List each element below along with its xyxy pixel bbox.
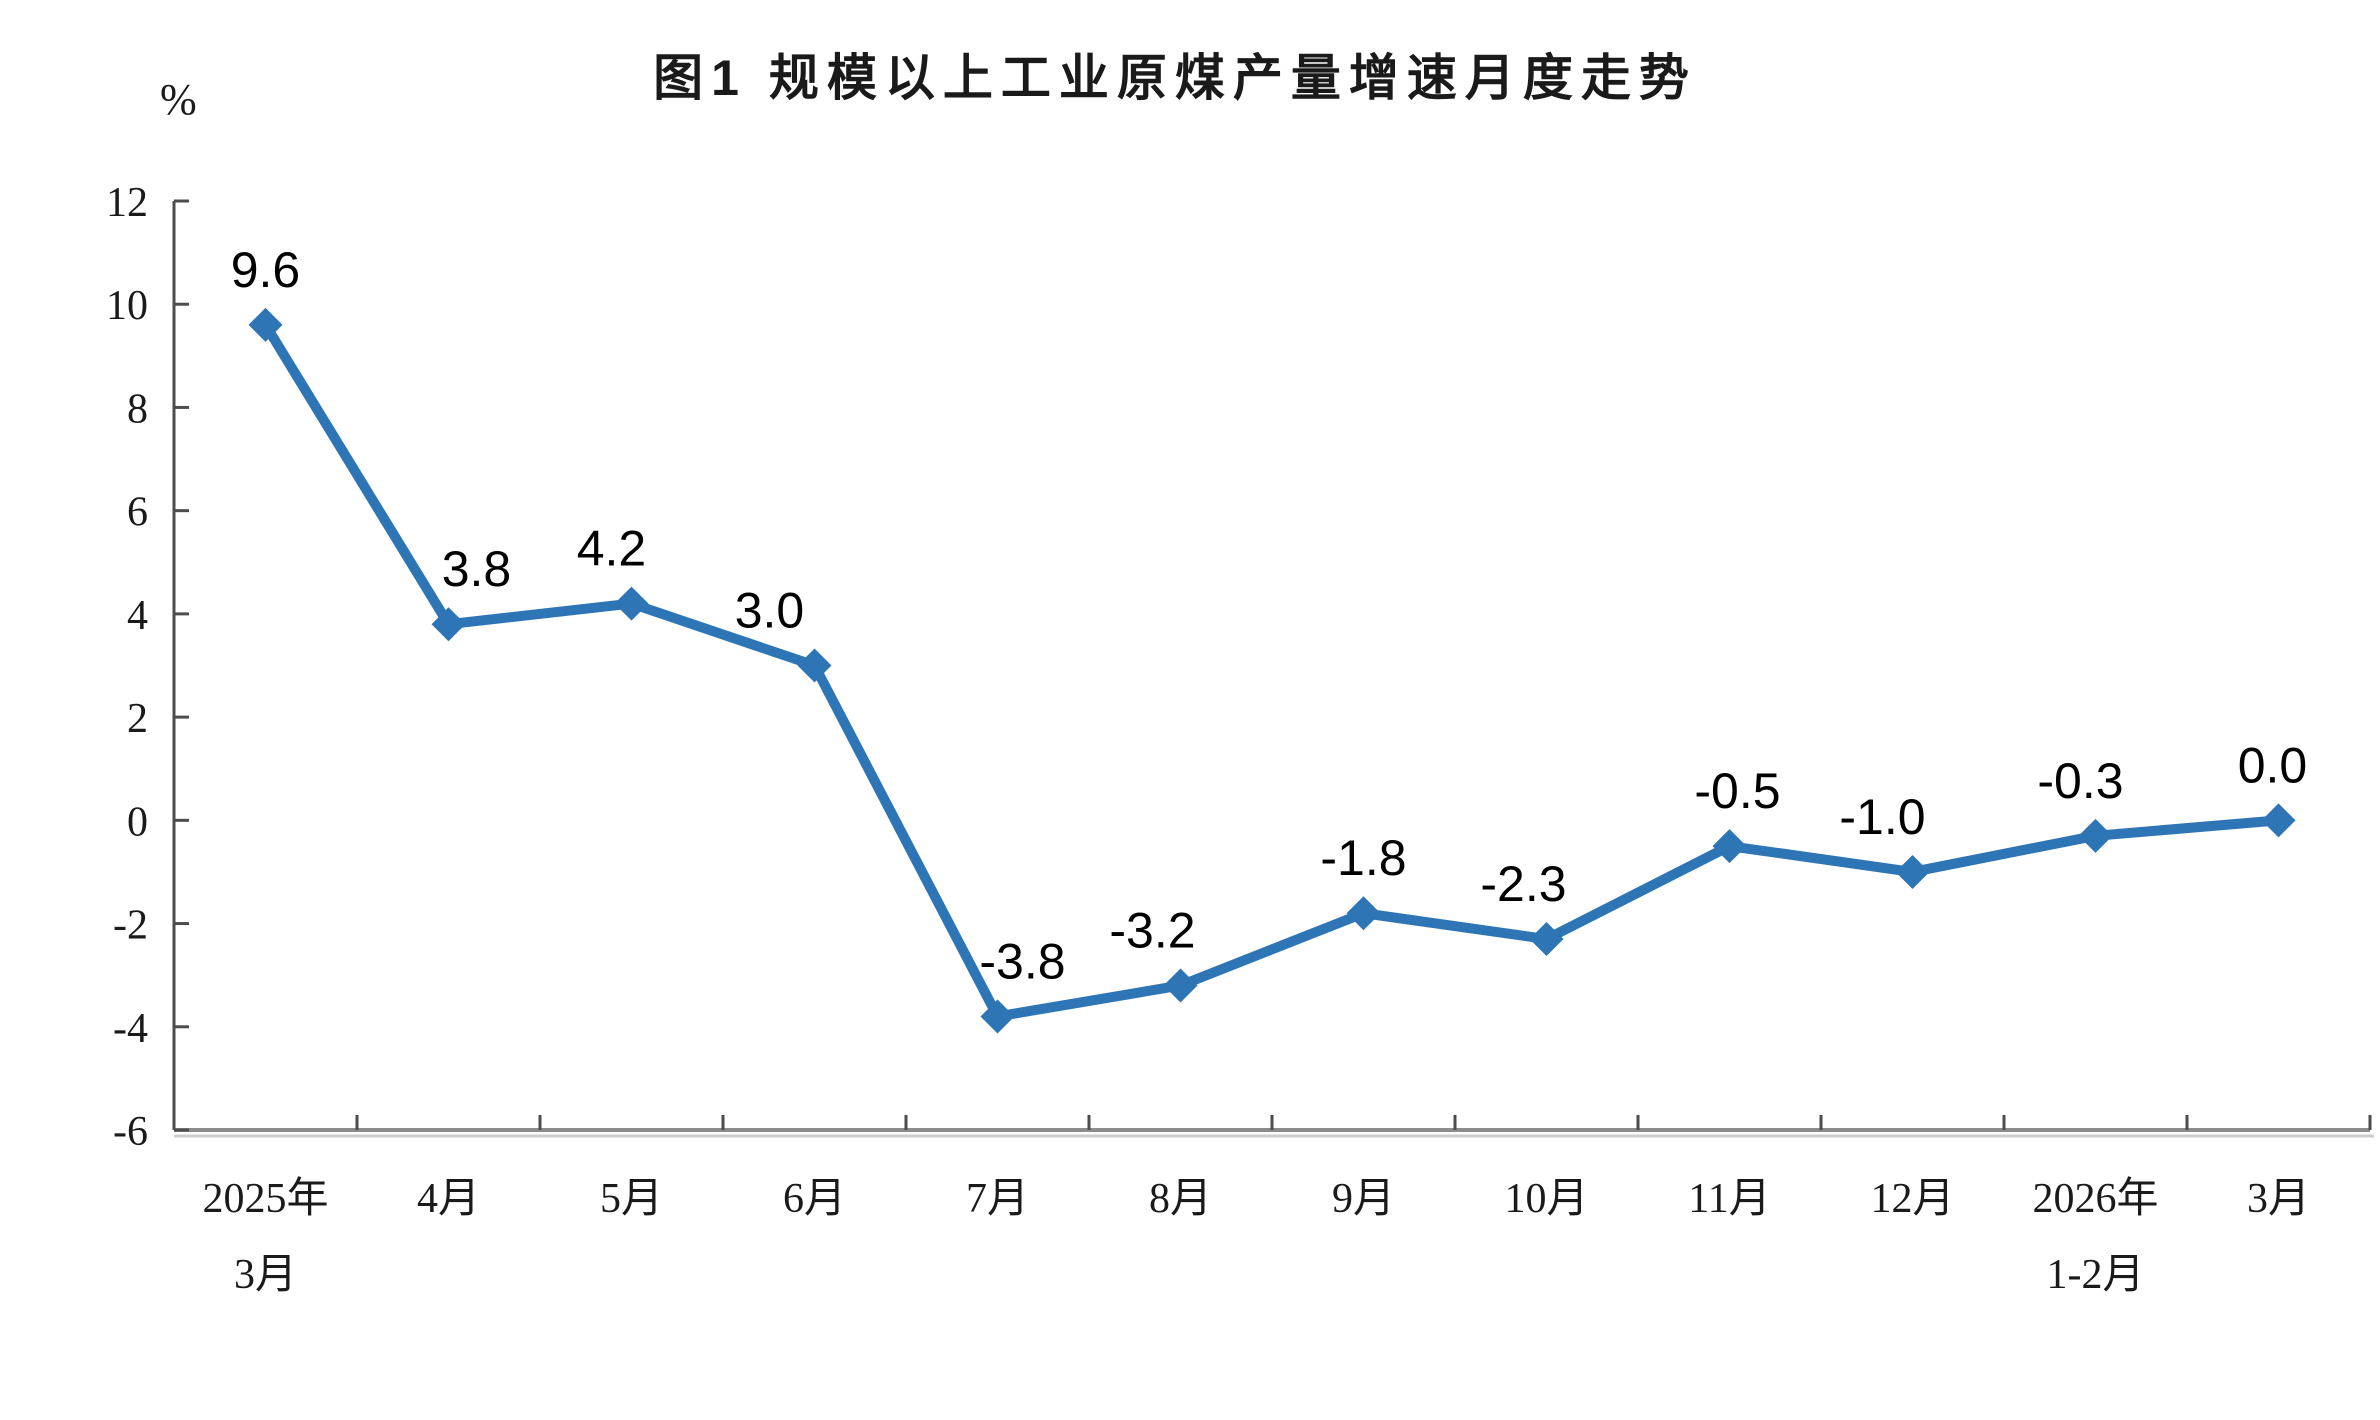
series-line [260, 319, 2284, 1022]
y-tick-label: 6 [127, 490, 148, 536]
x-category-label: 4月 [417, 1176, 480, 1222]
data-point-marker [1529, 922, 1564, 957]
x-category-label: 9月 [1332, 1176, 1395, 1222]
data-point-label: -3.2 [1109, 902, 1195, 958]
data-point-label: -1.0 [1839, 789, 1925, 845]
y-tick-label: 8 [127, 386, 148, 432]
y-tick-label: 12 [106, 180, 148, 226]
y-tick-label: -4 [113, 1006, 148, 1052]
data-point-label: -0.5 [1694, 763, 1780, 819]
x-category-label: 5月 [600, 1176, 663, 1222]
y-tick-label: 2 [127, 696, 148, 742]
x-category-label: 2026年 1-2月 [2032, 1175, 2158, 1298]
data-point-marker [1346, 896, 1381, 931]
x-category-label: 6月 [783, 1176, 846, 1222]
data-point-label: 4.2 [577, 521, 647, 577]
data-point-marker [2078, 818, 2113, 853]
data-point-label: 9.6 [231, 242, 301, 298]
y-tick-label: 4 [127, 593, 148, 639]
data-point-marker [1895, 854, 1930, 889]
y-axis-unit-label: % [160, 75, 197, 124]
data-point-marker [797, 648, 832, 683]
y-tick-label: 10 [106, 283, 148, 329]
y-tick-label: -6 [113, 1109, 148, 1155]
x-category-label: 11月 [1688, 1176, 1770, 1222]
data-point-label: -0.3 [2037, 753, 2123, 809]
y-tick-label: -2 [113, 903, 148, 949]
x-category-label: 8月 [1149, 1176, 1212, 1222]
x-category-label: 2025年 3月 [202, 1175, 328, 1298]
x-category-label: 7月 [966, 1176, 1029, 1222]
x-category-label: 12月 [1870, 1176, 1954, 1222]
data-point-label: 3.0 [735, 583, 805, 639]
x-category-label: 10月 [1504, 1176, 1588, 1222]
data-point-label: -3.8 [979, 933, 1065, 989]
data-point-marker [614, 586, 649, 621]
data-point-marker [980, 999, 1015, 1034]
data-point-marker [431, 607, 466, 642]
data-point-marker [248, 307, 283, 342]
data-point-marker [1163, 968, 1198, 1003]
data-point-marker [1712, 829, 1747, 864]
chart-title: 图1 规模以上工业原煤产量增速月度走势 [653, 50, 1697, 106]
data-point-marker [2261, 803, 2296, 838]
data-point-label: -1.8 [1320, 830, 1406, 886]
data-point-label: -2.3 [1480, 856, 1566, 912]
x-category-label: 3月 [2247, 1176, 2310, 1222]
data-point-label: 3.8 [442, 541, 512, 597]
data-point-label: 0.0 [2238, 737, 2308, 793]
y-tick-label: 0 [127, 799, 148, 845]
